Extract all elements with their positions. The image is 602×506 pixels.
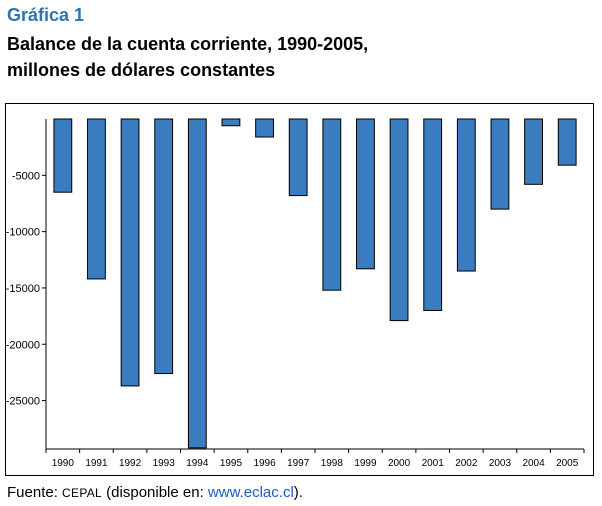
bar-2001 — [423, 118, 443, 311]
source-middle: (disponible en: — [102, 484, 208, 501]
x-tick-label-1993: 1993 — [153, 458, 176, 469]
x-tick-label-1997: 1997 — [287, 458, 310, 469]
x-tick-label-1999: 1999 — [354, 458, 377, 469]
bar-2005 — [557, 118, 577, 166]
x-tick-label-1991: 1991 — [85, 458, 108, 469]
bar-1998 — [322, 118, 342, 291]
bar-1993 — [154, 118, 174, 375]
bar-1995 — [221, 118, 241, 127]
bar-1992 — [120, 118, 140, 387]
y-tick-label-4: -25000 — [6, 396, 40, 408]
chart-title-line-1: Balance de la cuenta corriente, 1990-200… — [7, 34, 369, 54]
x-tick-label-2005: 2005 — [556, 458, 579, 469]
x-tick-label-1990: 1990 — [52, 458, 75, 469]
x-tick-label-1994: 1994 — [186, 458, 209, 469]
y-tick-label-2: -15000 — [6, 283, 40, 295]
y-tick-label-3: -20000 — [6, 339, 40, 351]
bar-chart: -5000 -10000 -15000 -20000 -25000 1990 1991 199… — [6, 118, 585, 469]
bar-2000 — [389, 118, 409, 322]
x-tick-label-1992: 1992 — [119, 458, 142, 469]
x-tick-label-2002: 2002 — [455, 458, 478, 469]
bar-1990 — [53, 118, 73, 193]
x-tick-label-1996: 1996 — [253, 458, 276, 469]
bar-1999 — [356, 118, 375, 270]
x-tick-label-2004: 2004 — [522, 458, 545, 469]
bar-2004 — [524, 118, 543, 185]
bar-2002 — [456, 118, 476, 272]
bar-1991 — [87, 118, 106, 280]
source-suffix: ). — [293, 484, 303, 501]
x-tick-label-1998: 1998 — [321, 458, 344, 469]
x-tick-label-2003: 2003 — [489, 458, 512, 469]
x-tick-label-1995: 1995 — [220, 458, 243, 469]
bar-1996 — [255, 118, 274, 138]
y-tick-label-0: -5000 — [12, 170, 40, 182]
bar-1997 — [288, 118, 308, 197]
figure-label: Gráfica 1 — [7, 5, 85, 25]
source-link[interactable]: www.eclac.cl — [207, 484, 294, 501]
chart-title-line-2: millones de dólares constantes — [7, 60, 276, 80]
source-note: Fuente: CEPAL (disponible en: www.eclac.… — [7, 484, 303, 501]
source-prefix: Fuente: — [7, 484, 63, 501]
x-tick-label-2000: 2000 — [388, 458, 411, 469]
bar-2003 — [490, 118, 510, 210]
bar-1994 — [187, 118, 207, 449]
source-org: CEPAL — [62, 486, 103, 500]
y-tick-label-1: -10000 — [6, 227, 40, 239]
x-tick-label-2001: 2001 — [422, 458, 445, 469]
chart-frame: -5000 -10000 -15000 -20000 -25000 1990 1991 199… — [5, 103, 594, 476]
